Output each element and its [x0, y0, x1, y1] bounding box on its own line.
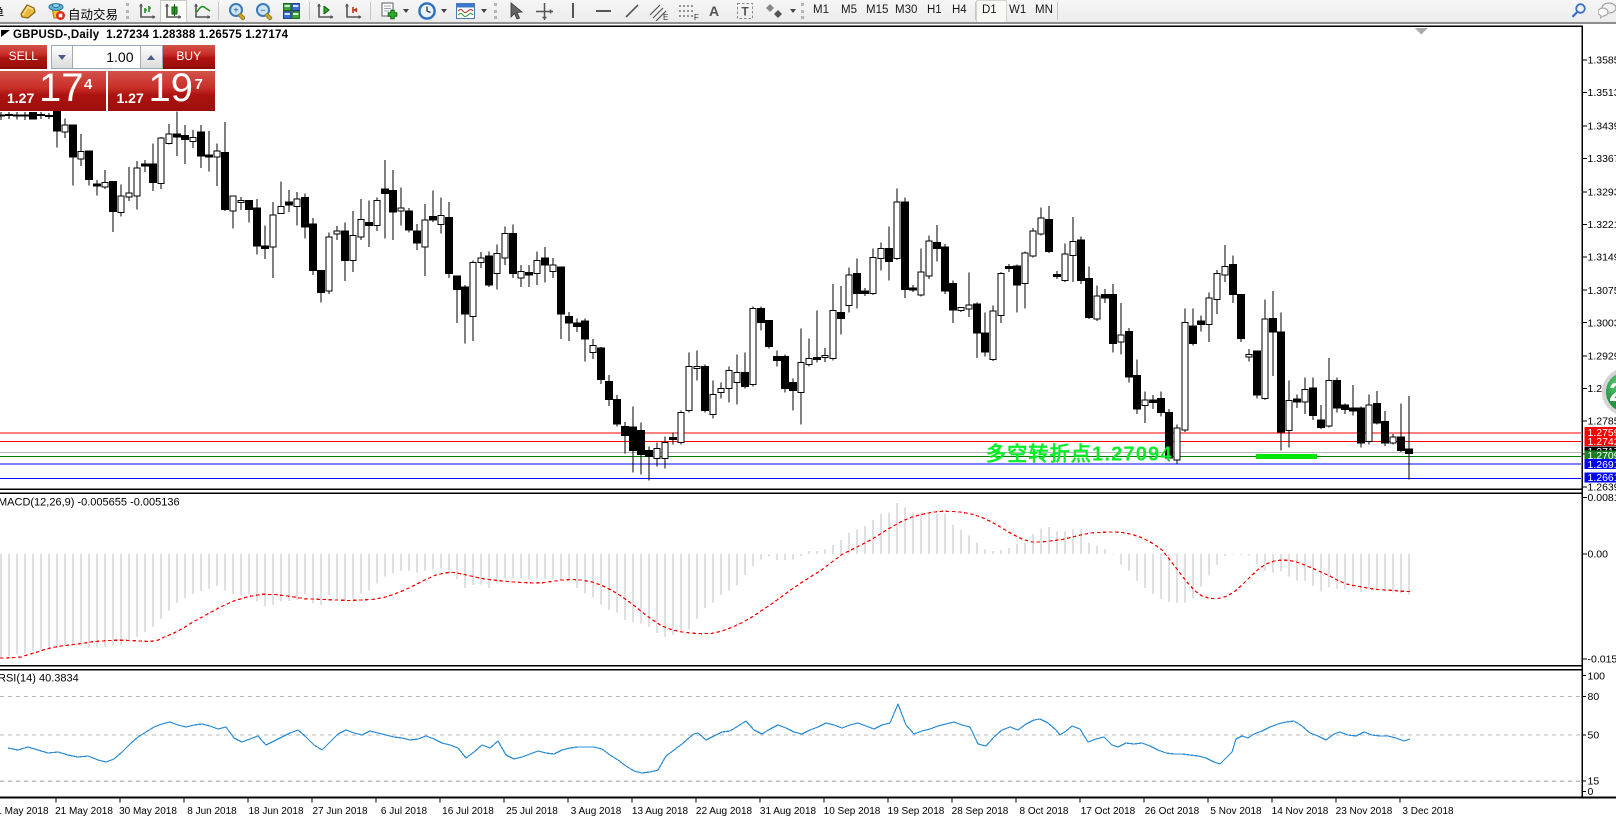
svg-text:8 Jun 2018: 8 Jun 2018 — [187, 806, 237, 817]
svg-text:8 Oct 2018: 8 Oct 2018 — [1020, 806, 1069, 817]
svg-text:6 Jul 2018: 6 Jul 2018 — [381, 806, 428, 817]
svg-text:100: 100 — [1588, 670, 1606, 682]
svg-text:28 Sep 2018: 28 Sep 2018 — [952, 806, 1009, 817]
svg-text:1.35130: 1.35130 — [1588, 87, 1616, 99]
svg-text:18 Jun 2018: 18 Jun 2018 — [248, 806, 303, 817]
svg-text:3 Dec 2018: 3 Dec 2018 — [1402, 806, 1454, 817]
svg-text:10 Sep 2018: 10 Sep 2018 — [824, 806, 881, 817]
svg-text:27 Jun 2018: 27 Jun 2018 — [312, 806, 367, 817]
svg-text:1.30030: 1.30030 — [1588, 317, 1616, 329]
svg-text:F: F — [694, 13, 699, 21]
svg-text:1.31490: 1.31490 — [1588, 251, 1616, 263]
svg-text:+: + — [233, 5, 239, 16]
svg-text:多空转折点1.27094: 多空转折点1.27094 — [986, 442, 1173, 466]
svg-text:0.00: 0.00 — [1588, 548, 1609, 560]
svg-text:21 May 2018: 21 May 2018 — [55, 806, 113, 817]
svg-text:23 Nov 2018: 23 Nov 2018 — [1336, 806, 1393, 817]
svg-text:E: E — [663, 13, 668, 21]
svg-text:16 Jul 2018: 16 Jul 2018 — [442, 806, 494, 817]
svg-text:13 Aug 2018: 13 Aug 2018 — [632, 806, 689, 817]
svg-text:0: 0 — [1588, 786, 1594, 798]
svg-text:1.26390: 1.26390 — [1588, 482, 1616, 494]
svg-text:−: − — [260, 5, 266, 16]
svg-text:0.00816: 0.00816 — [1588, 492, 1616, 504]
svg-text:1.33670: 1.33670 — [1588, 153, 1616, 165]
svg-text:3 Aug 2018: 3 Aug 2018 — [571, 806, 622, 817]
svg-text:-0.0152: -0.0152 — [1588, 654, 1616, 666]
svg-text:30 May 2018: 30 May 2018 — [119, 806, 177, 817]
svg-text:1.34390: 1.34390 — [1588, 121, 1616, 133]
svg-text:1.30750: 1.30750 — [1588, 285, 1616, 297]
svg-text:50: 50 — [1588, 730, 1600, 742]
svg-text:5 Nov 2018: 5 Nov 2018 — [1210, 806, 1262, 817]
svg-text:RSI(14) 40.3834: RSI(14) 40.3834 — [0, 673, 79, 685]
svg-text:1.27850: 1.27850 — [1588, 416, 1616, 428]
svg-text:1.32210: 1.32210 — [1588, 219, 1616, 231]
svg-text:1.27594: 1.27594 — [1588, 427, 1616, 439]
svg-text:15: 15 — [1588, 775, 1600, 787]
svg-text:1.26614: 1.26614 — [1588, 472, 1616, 484]
svg-text:1.27424: 1.27424 — [1588, 436, 1616, 448]
svg-text:2: 2 — [1609, 377, 1616, 407]
svg-text:17 Oct 2018: 17 Oct 2018 — [1081, 806, 1136, 817]
svg-text:1.35850: 1.35850 — [1588, 55, 1616, 67]
svg-text:MACD(12,26,9) -0.005655 -0.005: MACD(12,26,9) -0.005655 -0.005136 — [0, 497, 180, 509]
svg-text:22 Aug 2018: 22 Aug 2018 — [696, 806, 753, 817]
svg-text:14 Nov 2018: 14 Nov 2018 — [1272, 806, 1329, 817]
svg-text:1.26919: 1.26919 — [1588, 459, 1616, 471]
svg-text:T: T — [741, 5, 749, 19]
svg-text:1.29290: 1.29290 — [1588, 351, 1616, 363]
svg-text:19 Sep 2018: 19 Sep 2018 — [888, 806, 945, 817]
svg-text:31 Aug 2018: 31 Aug 2018 — [760, 806, 817, 817]
svg-text:1.32930: 1.32930 — [1588, 186, 1616, 198]
svg-text:26 Oct 2018: 26 Oct 2018 — [1145, 806, 1200, 817]
svg-text:11 May 2018: 11 May 2018 — [0, 806, 49, 817]
svg-text:25 Jul 2018: 25 Jul 2018 — [506, 806, 558, 817]
svg-text:80: 80 — [1588, 691, 1600, 703]
